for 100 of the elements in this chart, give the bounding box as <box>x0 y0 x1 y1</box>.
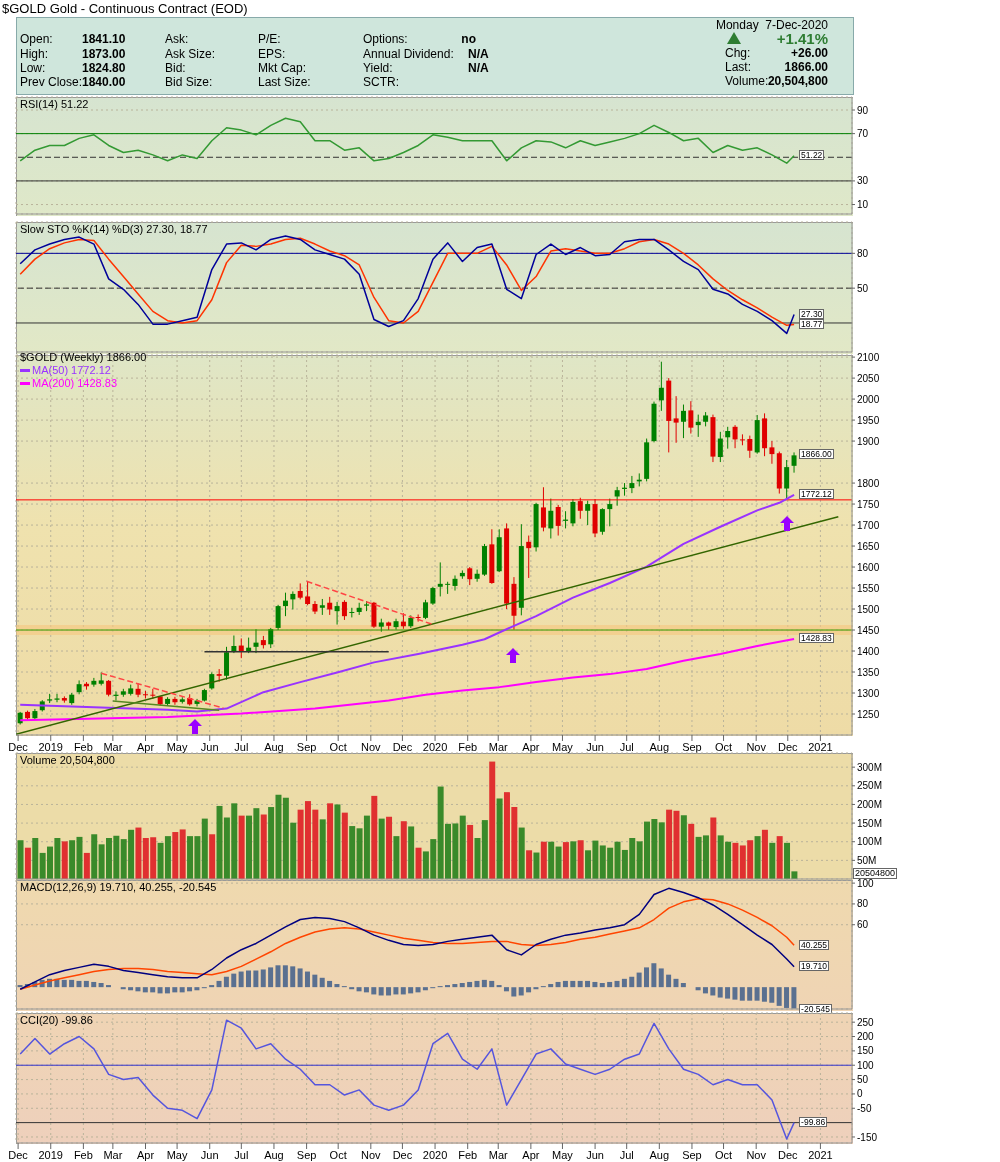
text: Last: <box>725 60 752 75</box>
y-tick-label: 80 <box>857 898 869 910</box>
x-tick-label: 2020 <box>422 740 448 753</box>
annotation: 1772.12 <box>799 488 834 499</box>
y-tick-label: 90 <box>857 104 869 116</box>
x-tick-label: Dec <box>8 1148 29 1161</box>
text: 1866.00 <box>784 59 828 75</box>
y-tick-label: 250 <box>857 1016 875 1028</box>
x-tick-label: Mar <box>488 740 509 753</box>
text: Yield: <box>363 60 393 76</box>
x-tick-label: 2021 <box>808 1148 833 1161</box>
text: 1840.00 <box>82 74 126 90</box>
x-tick-label: Nov <box>361 740 382 753</box>
legend-label: MA(50) 1772.12 <box>31 364 112 377</box>
x-tick-label: Jun <box>200 1148 219 1161</box>
text: 1824.80 <box>82 60 126 76</box>
x-tick-label: Oct <box>714 740 733 753</box>
x-tick-label: Aug <box>264 1148 284 1161</box>
y-tick-label: 150 <box>857 1045 875 1057</box>
y-tick-label: 10 <box>857 199 869 211</box>
x-tick-label: May <box>552 740 574 753</box>
text: Open: <box>20 31 53 47</box>
y-tick-label: 2100 <box>857 351 880 363</box>
x-tick-label: Dec <box>8 740 29 753</box>
x-tick-label: 2019 <box>38 740 63 753</box>
chart-title: CCI(20) -99.86 <box>20 1014 93 1027</box>
x-tick-label: Apr <box>136 740 155 753</box>
annotation: 1428.83 <box>799 632 834 643</box>
y-tick-label: 1900 <box>857 435 880 447</box>
x-tick-label: Jul <box>619 740 634 753</box>
y-tick-label: 100 <box>857 1059 875 1071</box>
x-tick-label: Apr <box>136 1148 155 1161</box>
y-tick-label: 1650 <box>857 540 880 552</box>
x-tick-label: Sep <box>682 1148 702 1161</box>
text: $GOLD Gold - Continuous Contract (EOD) <box>2 1 248 16</box>
x-tick-label: Feb <box>73 740 93 753</box>
x-tick-label: Dec <box>392 740 413 753</box>
text: 20504800 <box>853 868 898 879</box>
x-tick-label: May <box>166 740 188 753</box>
x-tick-label: Jul <box>619 1148 634 1161</box>
y-tick-label: 100M <box>857 836 883 848</box>
x-tick-label: Apr <box>522 1148 540 1161</box>
y-tick-label: 1250 <box>857 708 880 720</box>
x-tick-label: Dec <box>777 1148 799 1161</box>
text: Last Size: <box>258 75 311 90</box>
text: Monday 7-Dec-2020 <box>715 17 828 33</box>
x-tick-label: Feb <box>458 740 478 753</box>
annotation: -20.545 <box>799 1003 832 1014</box>
x-tick-label: Aug <box>649 740 670 753</box>
x-tick-label: Dec <box>392 1148 413 1161</box>
y-tick-label: 1600 <box>857 561 880 573</box>
text: Options: <box>363 31 408 47</box>
text: EPS: <box>258 46 286 62</box>
legend-label: MA(200) 1428.83 <box>31 377 118 390</box>
text: Bid Size: <box>165 74 213 90</box>
chart-title: $GOLD (Weekly) 1866.00 <box>20 351 147 364</box>
y-tick-label: 250M <box>857 780 883 792</box>
y-tick-label: 200M <box>857 798 883 810</box>
y-tick-label: 1550 <box>857 582 880 594</box>
y-tick-label: 1500 <box>857 603 880 615</box>
y-tick-label: 1750 <box>857 498 880 510</box>
y-tick-label: 1950 <box>857 414 880 426</box>
annotation: 27.30 <box>799 309 825 320</box>
text: Mkt Cap: <box>258 60 307 76</box>
y-tick-label: 300M <box>857 761 883 773</box>
x-tick-label: May <box>552 1148 574 1161</box>
annotation: 1866.00 <box>799 449 834 460</box>
y-tick-label: 1400 <box>857 645 880 657</box>
x-tick-label: 2021 <box>808 740 833 753</box>
x-tick-label: Mar <box>103 1148 123 1161</box>
annotation: 40.255 <box>799 939 830 950</box>
text: Low: <box>20 61 46 76</box>
y-tick-label: 50 <box>857 1074 869 1086</box>
x-tick-label: 2020 <box>422 1148 448 1161</box>
y-tick-label: 70 <box>857 128 869 140</box>
y-tick-label: -50 <box>857 1102 872 1114</box>
text: High: <box>20 46 49 62</box>
text: Bid: <box>165 60 186 76</box>
x-tick-label: Jun <box>586 740 604 753</box>
y-tick-label: 50M <box>857 854 877 866</box>
y-tick-label: 0 <box>857 1088 863 1100</box>
chart-title: Slow STO %K(14) %D(3) 27.30, 18.77 <box>20 223 208 236</box>
x-tick-label: Sep <box>296 1148 317 1161</box>
x-tick-label: Sep <box>296 740 317 753</box>
x-tick-label: Oct <box>329 1148 347 1161</box>
text: 1873.00 <box>82 46 126 62</box>
x-tick-label: Apr <box>522 740 540 753</box>
text: Ask Size: <box>165 46 216 62</box>
x-tick-label: Jun <box>200 740 219 753</box>
x-tick-label: 2019 <box>38 1148 63 1161</box>
x-tick-label: Nov <box>746 1148 767 1161</box>
annotation: 18.77 <box>799 319 825 330</box>
y-tick-label: 1300 <box>857 687 880 699</box>
text: Prev Close: <box>20 74 83 90</box>
text: Volume: <box>725 73 769 89</box>
chart-title: MACD(12,26,9) 19.710, 40.255, -20.545 <box>20 881 217 894</box>
x-tick-label: Oct <box>329 740 347 753</box>
x-tick-label: Mar <box>103 740 123 753</box>
y-tick-label: -150 <box>857 1131 878 1143</box>
y-tick-label: 2000 <box>857 393 880 405</box>
